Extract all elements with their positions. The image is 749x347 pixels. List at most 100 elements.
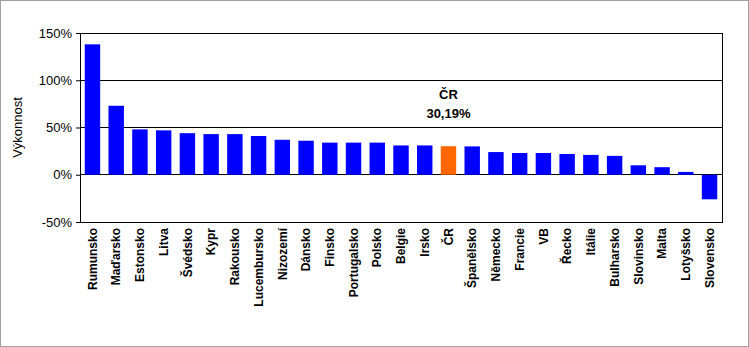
x-tick: Dánsko: [299, 222, 313, 271]
x-tick-label: Francie: [513, 228, 527, 271]
bar: [370, 143, 385, 175]
x-tick: Irsko: [418, 222, 432, 257]
x-tick-label: Belgie: [394, 228, 408, 264]
plot-frame: [80, 33, 722, 222]
y-tick-mark: [76, 33, 80, 34]
x-axis-line: [81, 222, 723, 223]
bar: [203, 134, 218, 175]
y-tick-label: -50%: [42, 215, 73, 230]
x-tick-label: Nizozemí: [276, 227, 290, 280]
y-tick-mark: [76, 80, 80, 81]
x-tick-label: Portugalsko: [347, 228, 361, 297]
bar: [227, 134, 242, 175]
x-tick: Nizozemí: [276, 222, 290, 280]
bar: [631, 165, 646, 174]
x-tick-label: Finsko: [323, 228, 337, 267]
bar: [346, 143, 361, 175]
x-tick-label: Malta: [655, 228, 669, 259]
x-tick: Maďarsko: [109, 222, 123, 285]
y-tick: 50%: [46, 120, 80, 135]
x-tick: Francie: [513, 222, 527, 271]
annotation-text: ČR: [439, 87, 458, 102]
bar: [322, 143, 337, 175]
chart: -50% 0% 50% 100% 150% Rumunsko Maďarsko Estonsk…: [0, 0, 749, 347]
bar: [132, 129, 147, 174]
y-tick-mark: [76, 128, 80, 129]
y-tick: 0%: [53, 167, 80, 182]
bar: [180, 133, 195, 175]
bar: [156, 130, 171, 174]
x-tick-label: Řecko: [559, 228, 574, 264]
x-tick: Finsko: [323, 222, 337, 267]
x-tick: Litva: [157, 222, 171, 256]
x-tick: Řecko: [559, 222, 574, 264]
bar: [251, 136, 266, 175]
y-tick: 150%: [39, 26, 80, 41]
x-tick: Malta: [655, 222, 669, 259]
x-tick: Španělsko: [464, 222, 479, 288]
x-tick-label: Španělsko: [464, 228, 479, 288]
bar: [536, 153, 551, 175]
bar: [108, 106, 123, 175]
y-tick: 100%: [39, 73, 80, 88]
bar: [559, 154, 574, 175]
y-tick-mark: [76, 175, 80, 176]
x-tick: VB: [537, 222, 551, 245]
x-tick: Portugalsko: [347, 222, 361, 297]
x-tick-label: Lotyšsko: [679, 228, 693, 281]
grid-line: [80, 80, 722, 81]
bar: [464, 146, 479, 174]
y-tick: -50%: [42, 215, 80, 230]
x-tick-label: Rumunsko: [86, 228, 100, 290]
x-tick-label: Bulharsko: [608, 228, 622, 287]
x-tick-label: ČR: [441, 228, 456, 246]
x-tick: Německo: [489, 222, 503, 281]
y-tick-label: 150%: [39, 26, 73, 41]
x-tick-label: Lucembursko: [252, 228, 266, 307]
y-axis-title: Výkonnost: [10, 97, 25, 158]
x-tick-label: Itálie: [584, 228, 598, 256]
x-tick-label: Švédsko: [180, 228, 195, 277]
bar: [393, 145, 408, 174]
x-tick-label: Polsko: [370, 228, 384, 267]
x-tick: Rakousko: [228, 222, 242, 285]
bar: [583, 155, 598, 175]
x-tick: Švédsko: [180, 222, 195, 277]
bar: [488, 152, 503, 175]
y-tick-label: 50%: [46, 120, 72, 135]
bar: [654, 167, 669, 175]
y-axis-line: [76, 34, 81, 223]
x-tick: Estonsko: [133, 222, 147, 282]
x-tick: Polsko: [370, 222, 384, 267]
annotation: ČR 30,19%: [426, 87, 471, 121]
x-tick-label: Německo: [489, 228, 503, 281]
y-axis: -50% 0% 50% 100% 150%: [39, 26, 81, 230]
x-tick: Slovensko: [703, 222, 717, 288]
x-tick-label: VB: [537, 228, 551, 245]
bar: [678, 172, 693, 175]
x-tick: Lucembursko: [252, 222, 266, 307]
x-tick: Slovinsko: [632, 222, 646, 285]
x-tick: Belgie: [394, 222, 408, 264]
x-tick-label: Dánsko: [299, 228, 313, 271]
x-tick: Itálie: [584, 222, 598, 255]
x-tick-label: Slovinsko: [632, 228, 646, 285]
bar: [512, 153, 527, 175]
bar: [607, 156, 622, 175]
x-tick-label: Irsko: [418, 228, 432, 257]
grid: [80, 33, 722, 222]
bar: [417, 145, 432, 174]
x-tick: Rumunsko: [86, 222, 100, 290]
bars: [85, 44, 718, 199]
bar: [441, 146, 456, 175]
x-tick-label: Estonsko: [133, 228, 147, 282]
chart-border: [1, 1, 749, 347]
y-tick-label: 0%: [53, 167, 72, 182]
plot-background: [80, 33, 722, 222]
x-tick-label: Kypr: [204, 228, 218, 256]
x-tick-label: Litva: [157, 228, 171, 256]
annotation-text: 30,19%: [426, 106, 471, 121]
bar: [298, 141, 313, 175]
grid-line: [80, 127, 722, 128]
y-tick-mark: [76, 222, 80, 223]
